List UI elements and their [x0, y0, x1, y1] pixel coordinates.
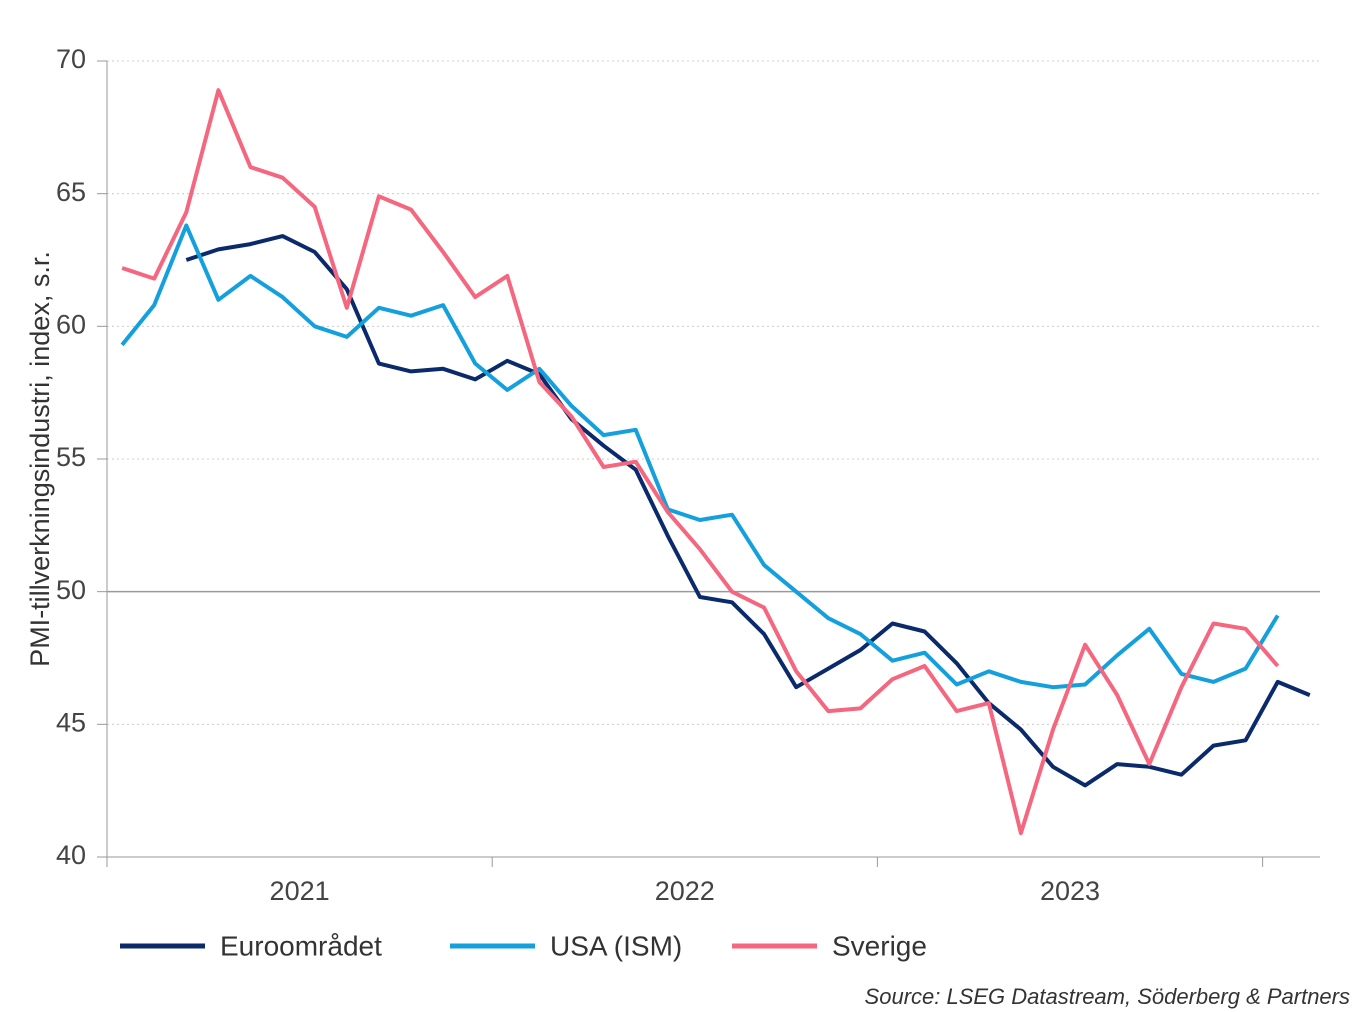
y-tick-label: 45: [56, 707, 86, 737]
y-tick-label: 40: [56, 840, 86, 870]
legend-label: Euroområdet: [220, 930, 382, 961]
series-line: [121, 88, 1280, 836]
y-tick-label: 55: [56, 442, 86, 472]
y-tick-label: 70: [56, 44, 86, 74]
y-tick-label: 65: [56, 177, 86, 207]
y-tick-label: 50: [56, 575, 86, 605]
source: Source: LSEG Datastream, Söderberg & Par…: [865, 984, 1350, 1009]
series-line: [120, 223, 1280, 690]
y-axis-label: PMI-tillverkningsindustri, index, s.r.: [25, 251, 55, 667]
series-line: [185, 234, 1311, 788]
x-group-label: 2023: [1040, 876, 1100, 906]
x-group-label: 2022: [655, 876, 715, 906]
x-group-label: 2021: [270, 876, 330, 906]
legend-label: USA (ISM): [550, 930, 682, 961]
legend-label: Sverige: [832, 930, 927, 961]
y-tick-label: 60: [56, 309, 86, 339]
